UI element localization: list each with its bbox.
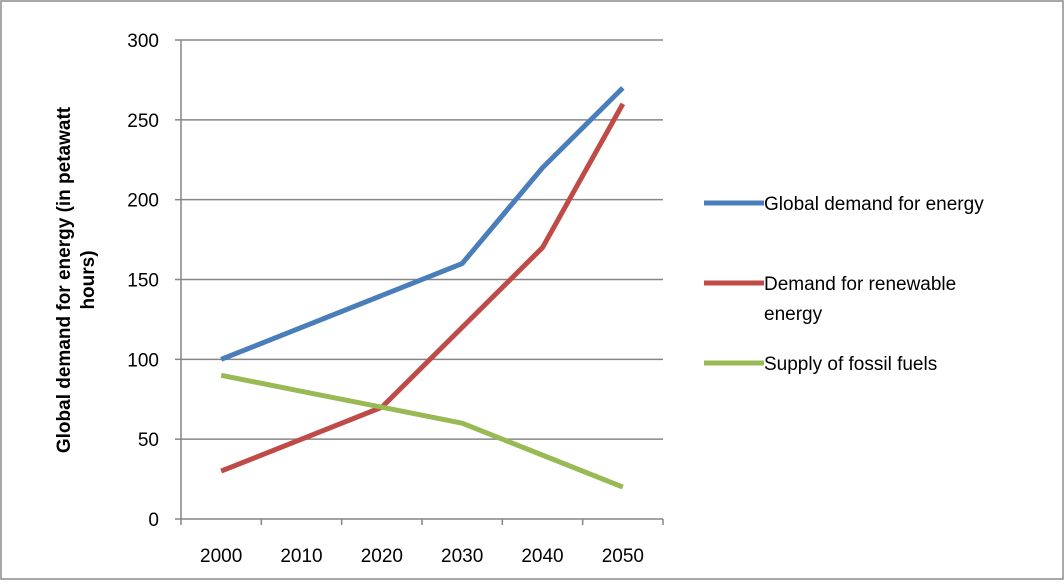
series-line (220, 86, 625, 362)
x-tick-label: 2010 (280, 546, 322, 567)
y-tick-labels: 0 50 100 150 200 250 300 (127, 31, 159, 531)
legend-label: Supply of fossil fuels (764, 354, 937, 375)
x-tick-label: 2000 (200, 546, 242, 567)
x-tick-label: 2050 (602, 546, 644, 567)
legend: Global demand for energy Demand for renew… (704, 194, 984, 375)
legend-label: energy (764, 304, 823, 325)
y-tick-label: 250 (127, 111, 159, 132)
series-lines (220, 86, 626, 490)
y-tick-label: 300 (127, 31, 159, 52)
legend-label: Demand for renewable (764, 274, 956, 295)
y-tick-label: 100 (127, 350, 159, 371)
series-line (220, 102, 626, 474)
x-tick-label: 2020 (361, 546, 403, 567)
series-line (220, 372, 624, 490)
y-axis-title-line: Global demand for energy (in petawatt (54, 106, 75, 453)
x-tick-label: 2040 (521, 546, 563, 567)
y-tick-label: 150 (127, 271, 159, 292)
y-tick-label: 0 (148, 510, 159, 531)
y-tick-label: 200 (127, 191, 159, 212)
legend-label: Global demand for energy (764, 194, 984, 215)
axes (180, 40, 663, 520)
x-tick-label: 2030 (441, 546, 483, 567)
y-axis-title: Global demand for energy (in petawatt hou… (54, 106, 99, 453)
x-tick-labels: 2000 2010 2020 2030 2040 2050 (200, 546, 644, 567)
y-tick-label: 50 (138, 430, 159, 451)
y-axis-title-line: hours) (78, 250, 99, 309)
